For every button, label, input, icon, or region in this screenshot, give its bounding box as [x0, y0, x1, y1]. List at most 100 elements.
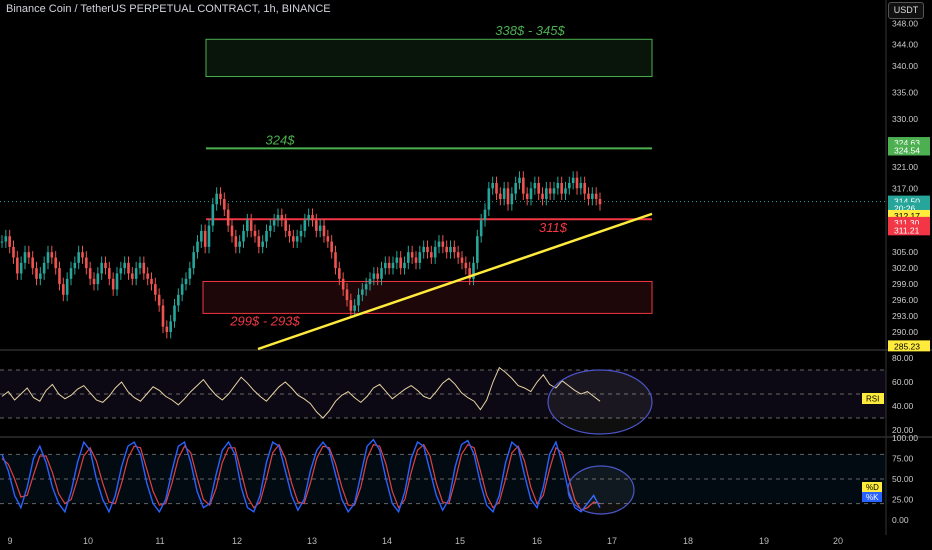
- candle-body: [188, 268, 192, 279]
- rsi-label-bg: [862, 393, 884, 404]
- y-tick-label: 293.00: [892, 311, 918, 321]
- candle-body: [560, 183, 563, 194]
- x-tick-label: 19: [759, 536, 769, 546]
- ascending-trendline: [257, 212, 653, 351]
- candle-body: [58, 268, 61, 285]
- candle-body: [361, 289, 364, 295]
- stoch-k-line: [1, 438, 601, 514]
- candle-body: [410, 252, 414, 258]
- x-tick-label: 11: [155, 536, 164, 546]
- candle-body: [127, 262, 130, 274]
- candle-body: [100, 262, 103, 274]
- candle-body: [468, 268, 471, 279]
- candle-body: [142, 262, 146, 274]
- x-tick-label: 15: [455, 536, 465, 546]
- candle-body: [391, 262, 395, 269]
- candle-body: [338, 268, 341, 279]
- candle-body: [548, 188, 552, 194]
- candle-body: [564, 188, 567, 194]
- candle-body: [27, 252, 31, 258]
- candle-body: [407, 252, 410, 263]
- stoch-k-label-bg: [862, 492, 882, 502]
- candle-body: [288, 230, 291, 237]
- currency-button[interactable]: USDT: [888, 2, 924, 19]
- rsi-y-tick: 80.00: [892, 353, 914, 363]
- candle-body: [257, 236, 261, 247]
- candle-body: [238, 241, 241, 247]
- candle-body: [556, 183, 560, 189]
- candle-body: [502, 188, 506, 199]
- candle-body: [119, 268, 123, 274]
- rsi-label: RSI: [866, 395, 879, 404]
- candle-body: [85, 257, 88, 269]
- candle-body: [307, 214, 310, 221]
- candle-body: [445, 246, 448, 253]
- candle-body: [211, 204, 215, 226]
- candle-body: [230, 225, 234, 237]
- candle-body: [322, 225, 326, 237]
- candle-body: [487, 188, 491, 210]
- candle-body: [111, 278, 115, 290]
- support-zone-label: 299$ - 293$: [229, 313, 300, 328]
- candle-body: [399, 257, 402, 269]
- candle-body: [62, 284, 65, 295]
- candle-body: [196, 241, 199, 253]
- price-tag-bg: [888, 137, 930, 149]
- candle-body: [173, 305, 176, 322]
- price-tag: 285.23: [894, 341, 920, 351]
- candle-body: [418, 252, 422, 263]
- stoch-y-tick: 0.00: [892, 515, 909, 525]
- candle-body: [157, 294, 161, 306]
- candle-body: [483, 209, 487, 221]
- candle-body: [460, 257, 464, 263]
- support-zone: [202, 280, 653, 314]
- resistance-zone-label: 338$ - 345$: [495, 23, 565, 38]
- stoch-d-label-bg: [862, 482, 882, 492]
- candle-body: [180, 284, 184, 295]
- candle-body: [284, 220, 287, 231]
- candle-body: [207, 225, 211, 247]
- candle-body: [150, 278, 153, 285]
- price-tag-bg: [888, 224, 930, 236]
- candle-body: [491, 183, 494, 189]
- candle-body: [223, 198, 226, 210]
- candle-body: [0, 241, 4, 243]
- candle-body: [165, 326, 169, 333]
- candle-body: [253, 230, 257, 237]
- candle-body: [545, 188, 548, 199]
- candle-body: [265, 230, 268, 242]
- y-tick-label: 348.00: [892, 18, 918, 28]
- candle-body: [583, 183, 586, 194]
- y-tick-label: 330.00: [892, 114, 918, 124]
- rsi-y-tick: 20.00: [892, 425, 914, 435]
- price-tag-bg: [888, 209, 930, 221]
- candle-body: [372, 273, 376, 279]
- x-tick-label: 16: [532, 536, 542, 546]
- stoch-y-tick: 50.00: [892, 474, 914, 484]
- rsi-y-tick: 60.00: [892, 377, 914, 387]
- stoch-y-tick: 75.00: [892, 454, 914, 464]
- candle-body: [81, 252, 84, 258]
- candle-body: [123, 262, 126, 269]
- candle-body: [349, 300, 353, 311]
- chart-title: Binance Coin / TetherUS PERPETUAL CONTRA…: [6, 3, 331, 15]
- price-tag: 324.63: [894, 138, 920, 148]
- price-tag: 311.30: [894, 218, 920, 228]
- candle-body: [433, 246, 437, 258]
- candle-body: [318, 225, 322, 231]
- candle-body: [579, 183, 583, 189]
- candle-body: [364, 284, 368, 290]
- candle-body: [311, 214, 314, 221]
- candle-body: [376, 273, 379, 279]
- candle-body: [215, 193, 218, 205]
- price-tag-bg: [888, 216, 930, 228]
- level-324-label: 324$: [266, 132, 296, 147]
- candle-body: [177, 294, 180, 306]
- candle-body: [169, 321, 172, 333]
- candle-body: [134, 268, 138, 279]
- candle-body: [594, 193, 598, 199]
- candle-body: [303, 220, 307, 231]
- candle-body: [108, 268, 111, 279]
- candle-body: [184, 278, 188, 285]
